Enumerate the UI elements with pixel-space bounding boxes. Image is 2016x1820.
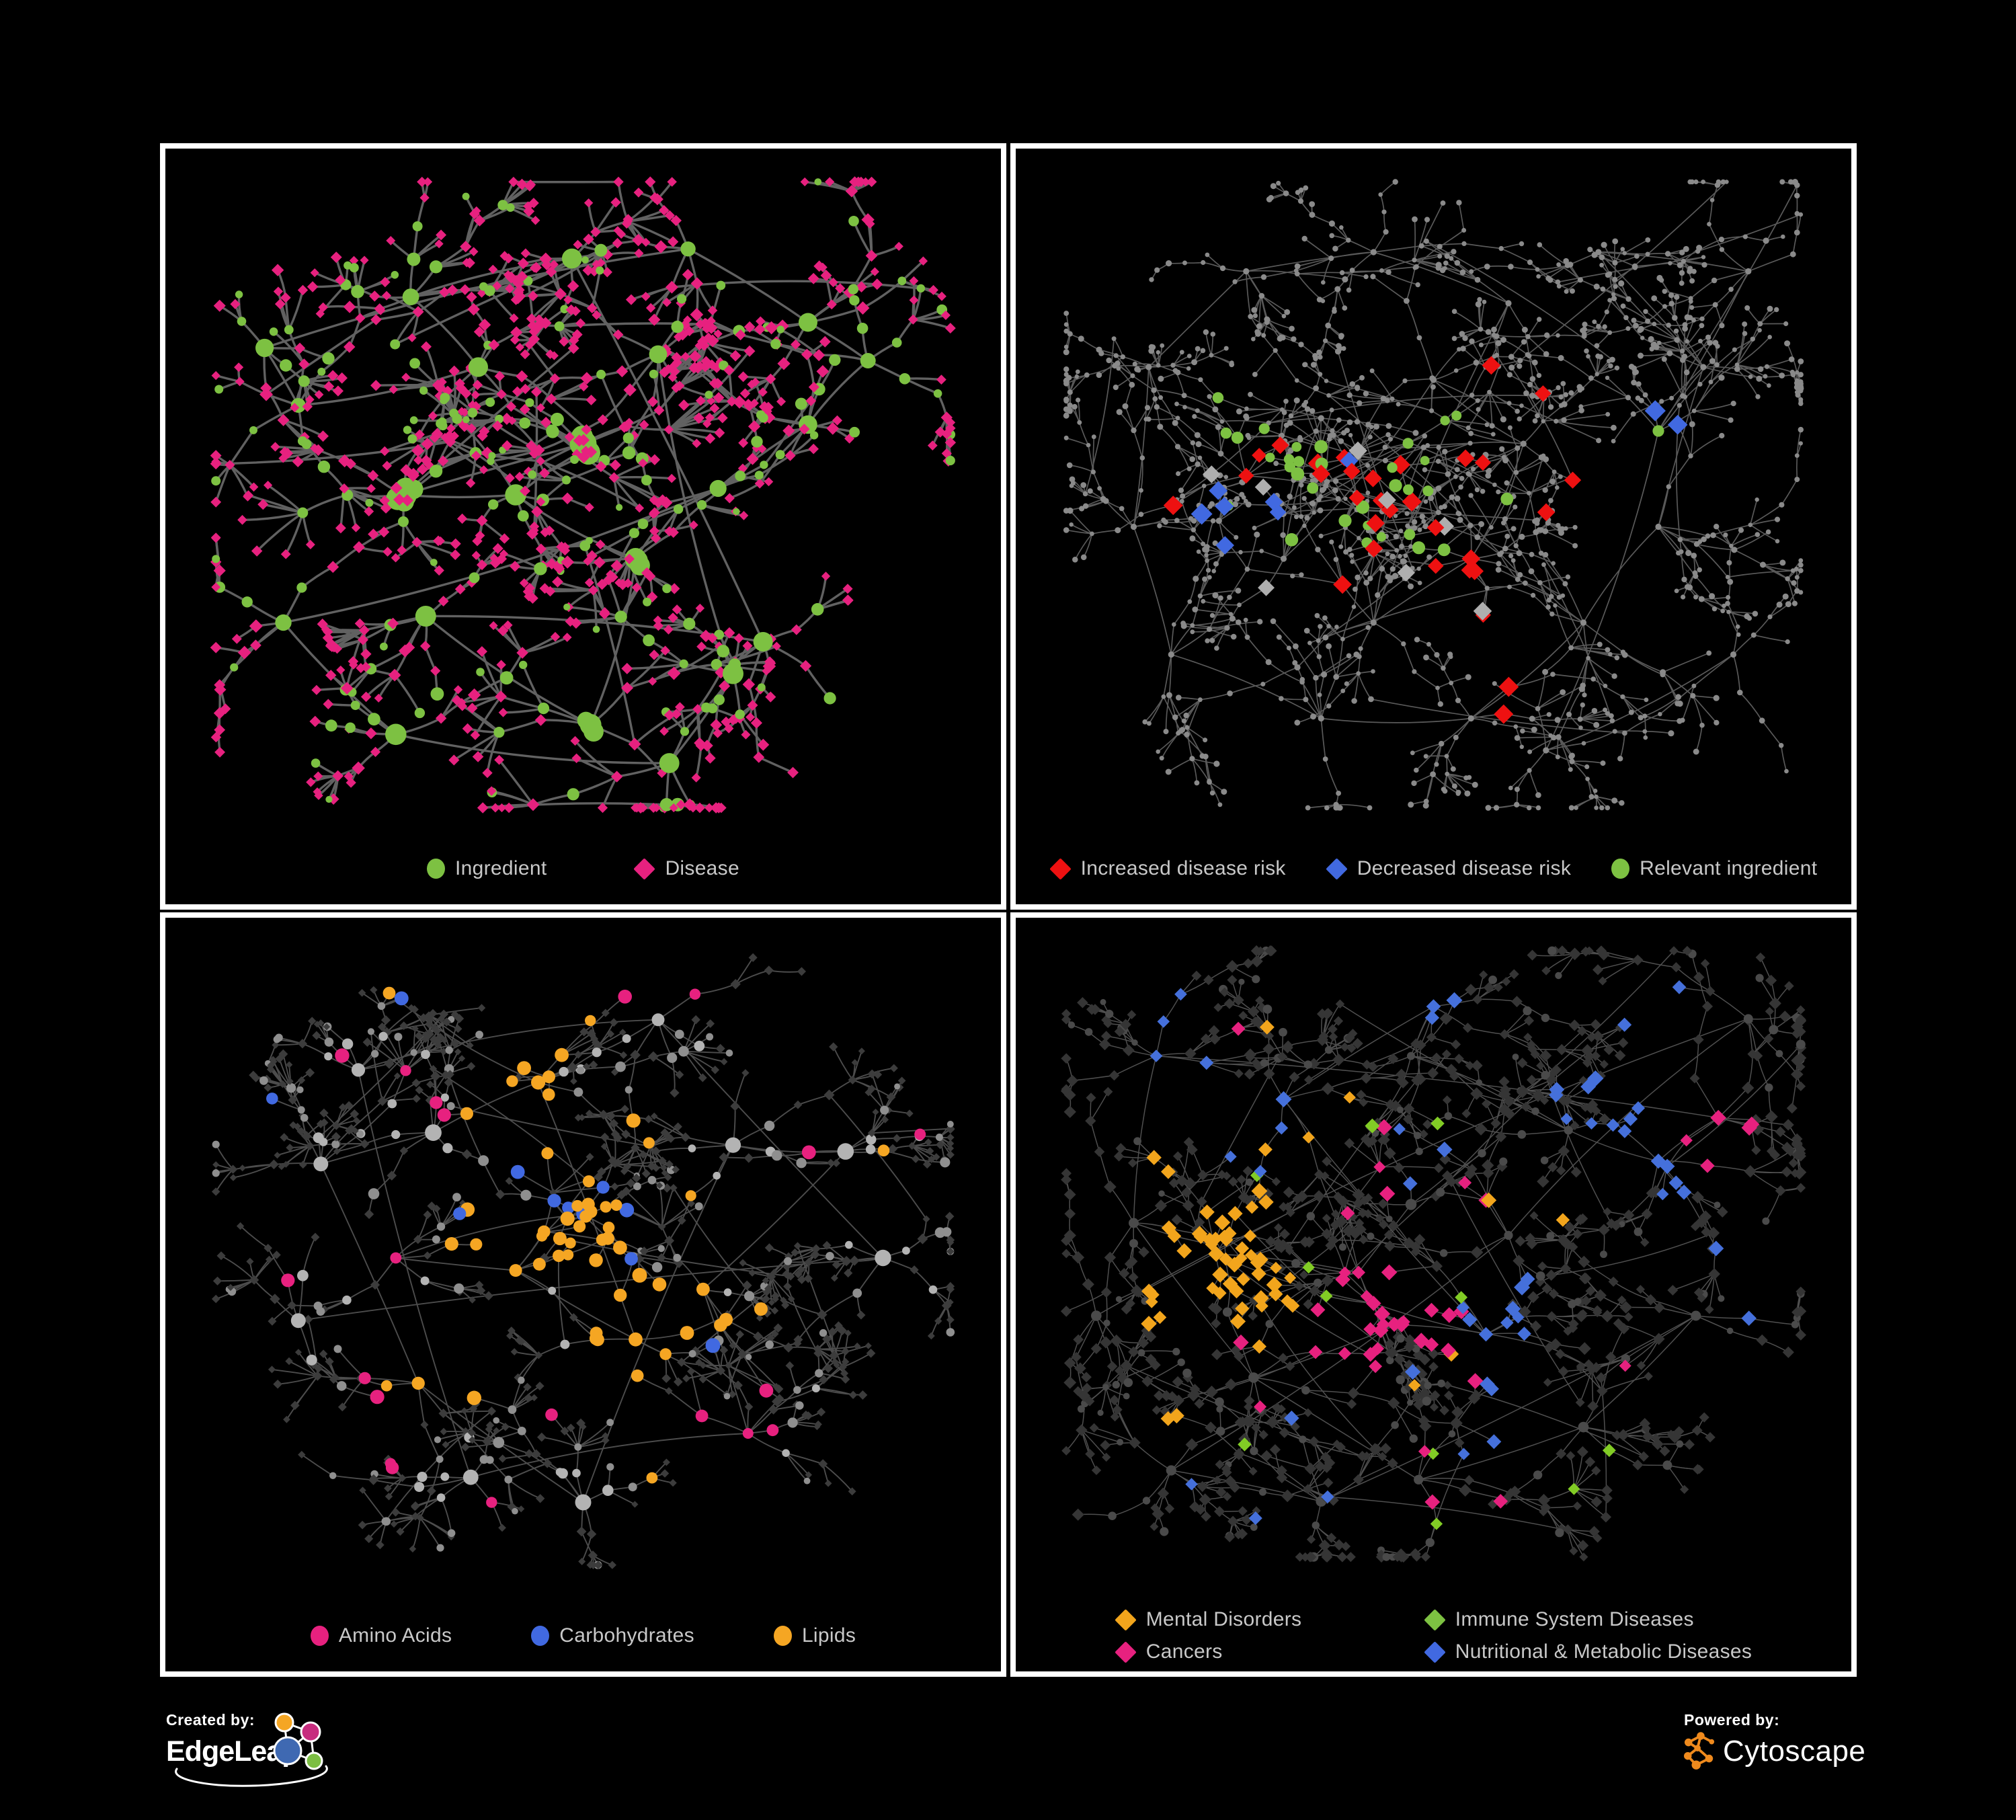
legend-swatch-circle [773, 1626, 792, 1646]
legend-swatch-diamond [1115, 1608, 1137, 1631]
panel-disease-risk: Increased disease risk Decreased disease … [1010, 143, 1857, 910]
legend-label: Lipids [801, 1624, 856, 1647]
legend-swatch-diamond [1424, 1608, 1446, 1631]
legend-label: Carbohydrates [559, 1624, 694, 1647]
legend-label: Cancers [1145, 1640, 1223, 1663]
legend-item-mental-disorders: Mental Disorders [1115, 1608, 1376, 1631]
legend-swatch-diamond [1115, 1640, 1137, 1663]
legend-label: Amino Acids [338, 1624, 452, 1647]
legend-label: Nutritional & Metabolic Diseases [1455, 1640, 1752, 1663]
legend-swatch-diamond [633, 857, 656, 880]
legend-item-carbohydrates: Carbohydrates [531, 1624, 694, 1647]
legend-swatch-circle [427, 859, 446, 879]
ingredient-disease-network-graph [210, 176, 957, 814]
cytoscape-logo-icon [1684, 1732, 1715, 1770]
legend-ingredient-disease: Ingredient Disease [165, 857, 1001, 880]
created-by-label: Created by: [166, 1711, 255, 1729]
legend-item-relevant-ingredient: Relevant ingredient [1611, 857, 1817, 880]
powered-by-label: Powered by: [1684, 1711, 1780, 1729]
legend-disease-category: Mental Disorders Immune System Diseases Ca… [1115, 1608, 1752, 1663]
legend-label: Relevant ingredient [1640, 857, 1818, 879]
legend-swatch-diamond [1049, 857, 1072, 880]
legend-label: Disease [665, 857, 739, 879]
legend-label: Immune System Diseases [1455, 1608, 1694, 1630]
legend-nutrient-class: Amino Acids Carbohydrates Lipids [165, 1624, 1001, 1647]
disease-category-network-graph [1060, 945, 1807, 1563]
edgeleap-logo-icon [175, 1712, 328, 1787]
legend-swatch-circle [531, 1626, 550, 1646]
legend-item-cancers: Cancers [1115, 1640, 1376, 1663]
panel-nutrient-class: Amino Acids Carbohydrates Lipids [160, 912, 1006, 1677]
legend-label: Increased disease risk [1080, 857, 1286, 879]
legend-item-lipids: Lipids [773, 1624, 856, 1647]
disease-risk-network-graph [1063, 179, 1804, 811]
legend-label: Mental Disorders [1145, 1608, 1302, 1630]
legend-label: Decreased disease risk [1357, 857, 1572, 879]
panel-disease-category: Mental Disorders Immune System Diseases Ca… [1010, 912, 1857, 1677]
legend-swatch-diamond [1424, 1640, 1446, 1663]
panel-ingredient-disease: Ingredient Disease [160, 143, 1006, 910]
legend-item-decreased-disease-risk: Decreased disease risk [1325, 857, 1572, 880]
cytoscape-brand-text: Cytoscape [1723, 1735, 1866, 1768]
legend-disease-risk: Increased disease risk Decreased disease … [1016, 857, 1851, 880]
legend-label: Ingredient [455, 857, 547, 879]
legend-item-increased-disease-risk: Increased disease risk [1049, 857, 1286, 880]
nutrient-class-network-graph [211, 953, 955, 1570]
legend-item-ingredient: Ingredient [427, 857, 547, 880]
powered-by-block: Powered by: Cytoscape [1684, 1711, 1886, 1798]
legend-item-nutritional-metabolic-diseases: Nutritional & Metabolic Diseases [1424, 1640, 1752, 1663]
legend-item-disease: Disease [633, 857, 739, 880]
legend-item-immune-system-diseases: Immune System Diseases [1424, 1608, 1752, 1631]
created-by-block: Created by: EdgeLeap [166, 1711, 516, 1798]
legend-swatch-diamond [1325, 857, 1348, 880]
legend-item-amino-acids: Amino Acids [310, 1624, 452, 1647]
legend-swatch-circle [310, 1626, 329, 1646]
legend-swatch-circle [1611, 859, 1630, 879]
